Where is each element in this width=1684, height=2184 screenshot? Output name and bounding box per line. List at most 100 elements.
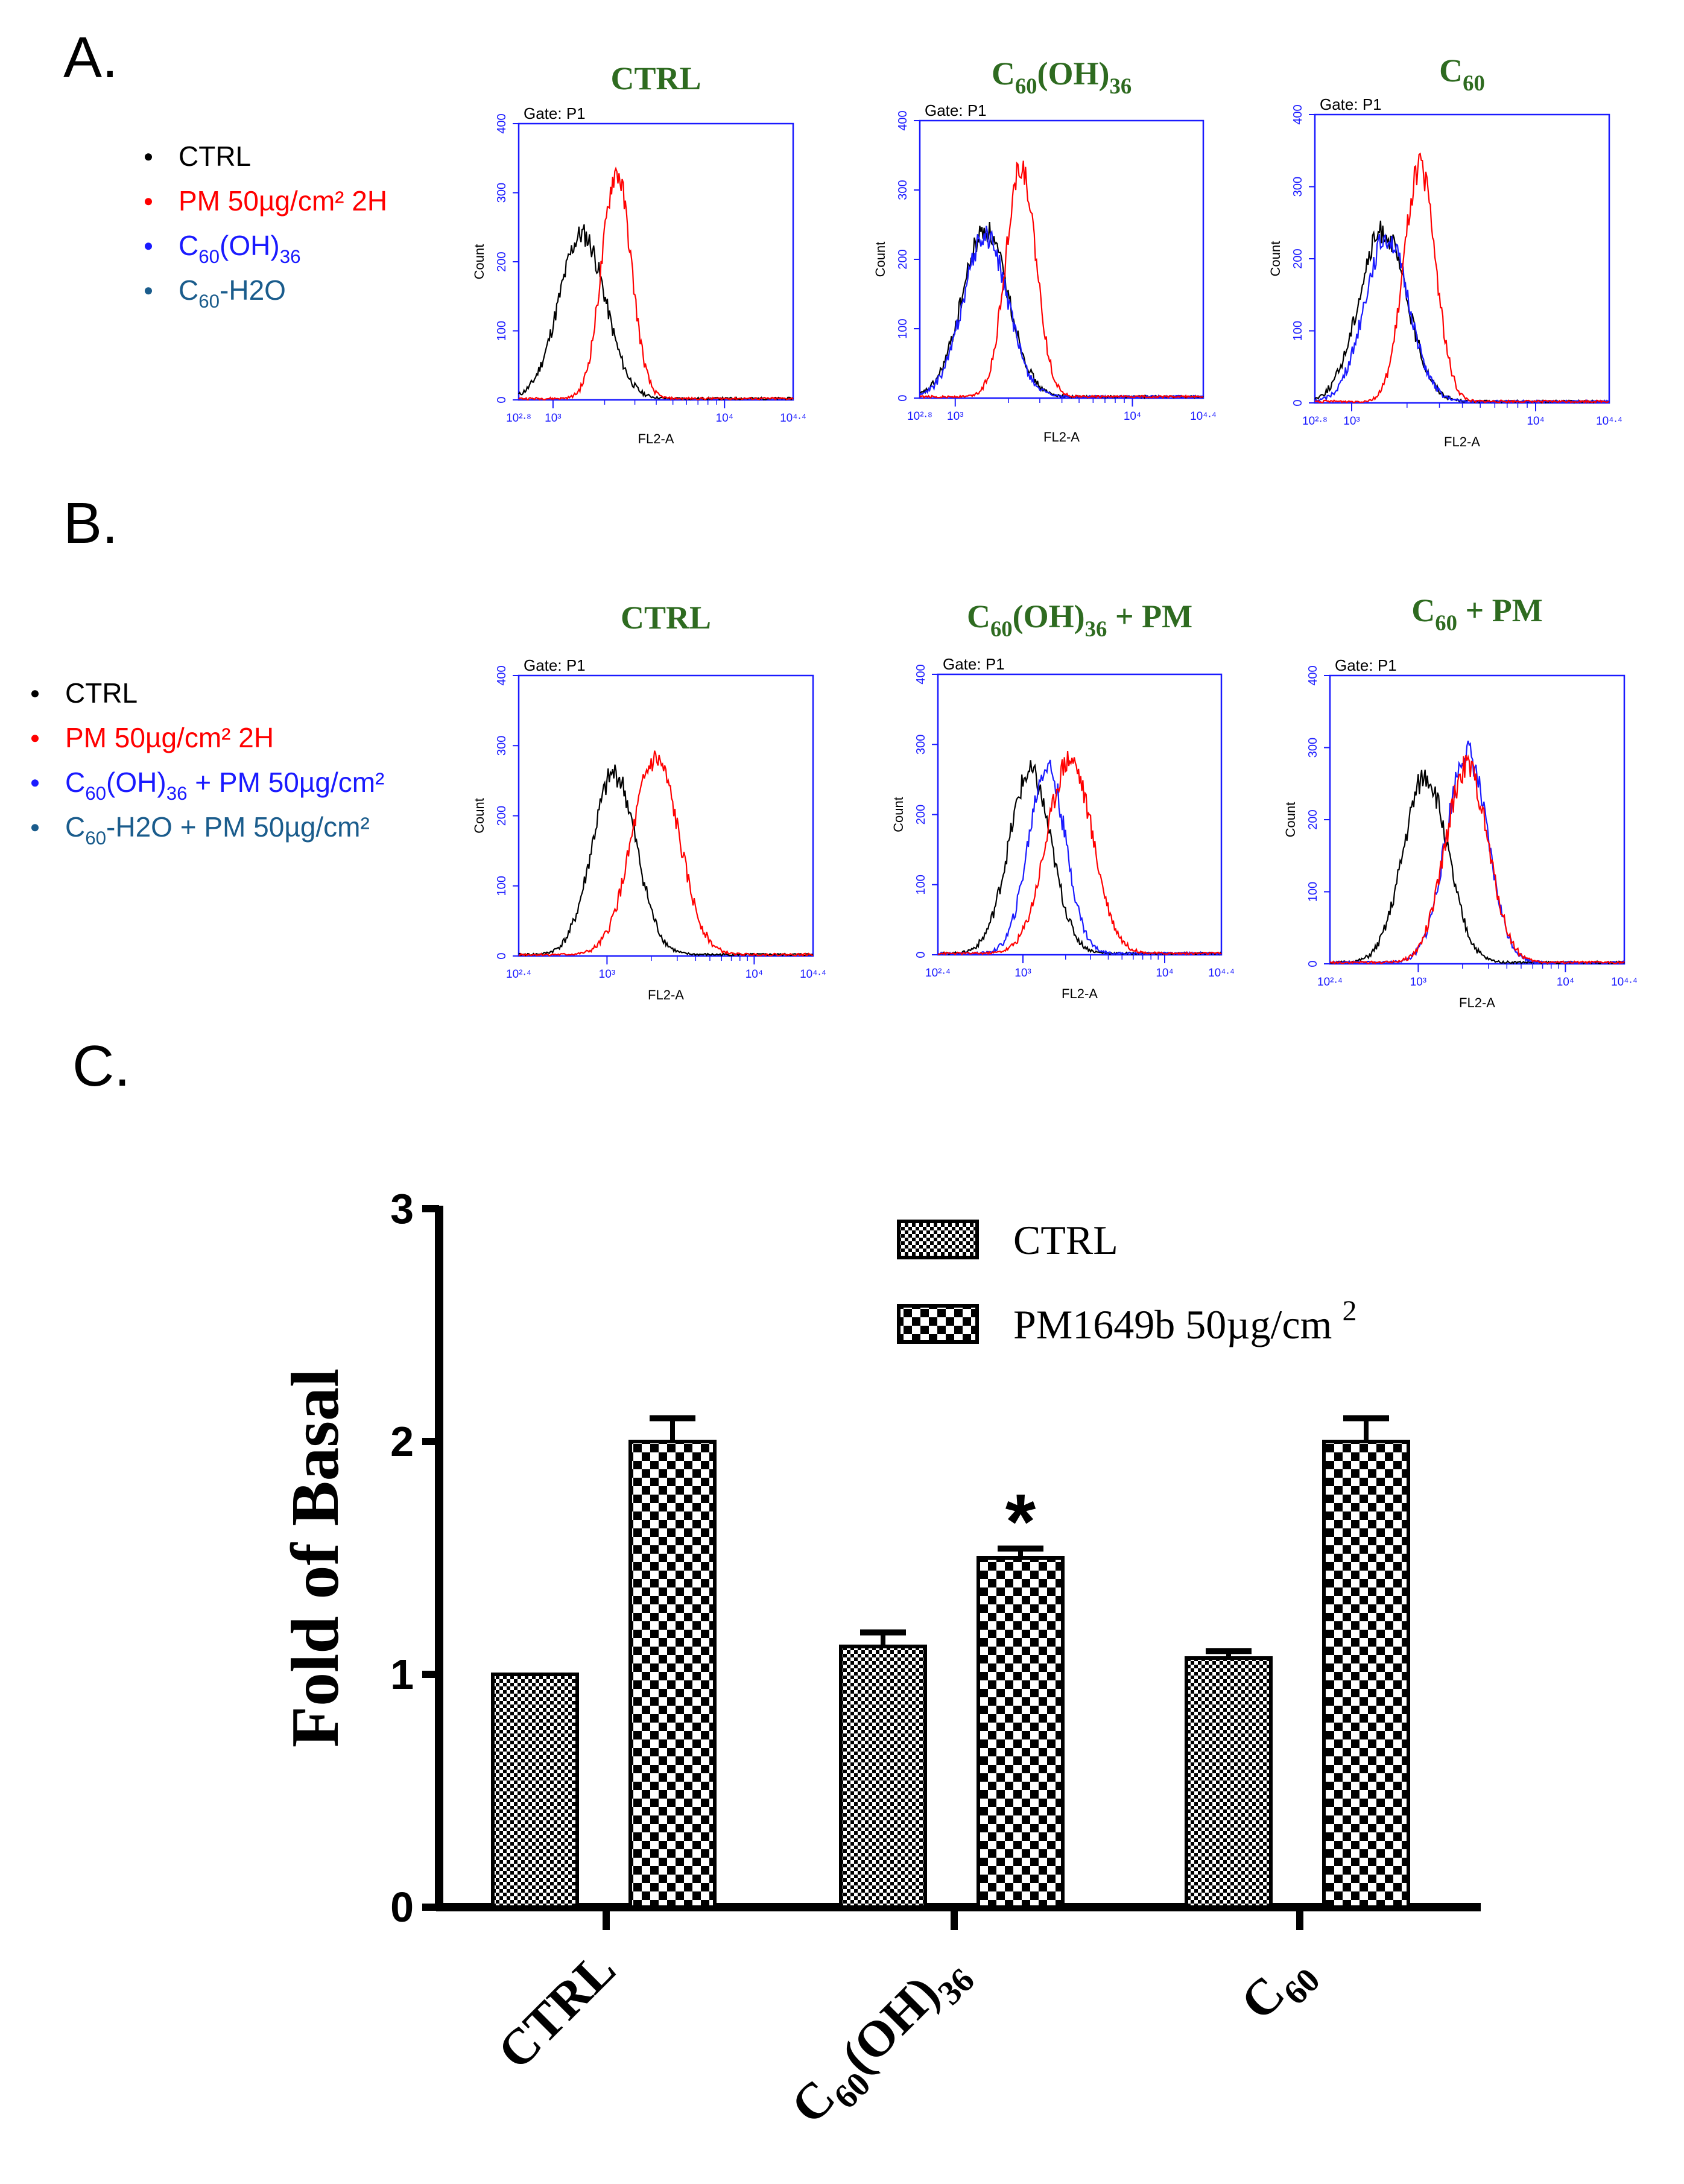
y-tick-label: 200 — [914, 805, 928, 825]
legend-label: C60​(OH)36​ + PM 50µg/cm² — [65, 767, 384, 804]
x-tick-label: 10⁴ — [1156, 967, 1173, 980]
y-tick-label: 300 — [914, 735, 928, 755]
y-axis-label: Count — [873, 242, 888, 277]
y-axis-label: Count — [472, 244, 487, 280]
x-tick-label: 10⁴ — [716, 412, 733, 425]
x-tick-label: 10³ — [1015, 967, 1031, 980]
bar-legend-entry: PM1649b 50µg/cm 2 — [897, 1295, 1356, 1347]
y-tick-label: 400 — [495, 665, 508, 685]
histogram-series-line — [937, 751, 1222, 956]
histogram-frame — [518, 122, 794, 401]
y-tick-label: 0 — [495, 396, 508, 403]
y-tick-label: 400 — [914, 664, 928, 684]
x-axis-label: FL2-A — [648, 987, 684, 1002]
bar — [977, 1556, 1065, 1909]
panel-a-letter: A. — [63, 25, 118, 90]
bar-legend-swatch — [897, 1304, 979, 1344]
significance-star: * — [1005, 1478, 1036, 1566]
x-axis-label: FL2-A — [638, 431, 674, 446]
bar-y-tick-label: 2 — [390, 1418, 414, 1465]
y-tick-label: 0 — [1291, 399, 1305, 406]
legend-bullet — [145, 287, 152, 295]
bar-category-label: CTRL — [487, 1941, 627, 2080]
fold-of-basal-bar-chart: 0 1 2 3 Fold of Basal * CTRL C60​(OH)36​ C60​ CTR… — [278, 1185, 1481, 2135]
bar-y-tick-label: 0 — [390, 1884, 414, 1931]
legend-bullet — [145, 153, 152, 161]
legend-bullet — [31, 735, 39, 742]
x-tick-label: 10³ — [1410, 976, 1426, 989]
y-tick-label: 400 — [896, 110, 910, 130]
x-tick-label: 10⁴·⁴ — [1596, 415, 1622, 428]
bar-y-axis-label: Fold of Basal — [278, 1369, 353, 1748]
histogram-series-line — [1329, 740, 1625, 965]
y-tick-label: 200 — [495, 806, 508, 826]
bar — [1322, 1440, 1410, 1909]
histogram-frame — [1329, 674, 1625, 965]
histogram-frame — [919, 119, 1204, 399]
bar — [839, 1644, 927, 1909]
histogram-plot: CTRL Gate: P1 0 100 200 300 400 Count 10²·⁴ 10³ 10… — [472, 600, 826, 1002]
y-tick-label: 200 — [1306, 809, 1320, 829]
panel-b-letter: B. — [63, 491, 118, 555]
y-tick-label: 100 — [896, 318, 910, 338]
x-axis-label: FL2-A — [1444, 434, 1480, 449]
x-tick-label: 10⁴ — [1527, 415, 1544, 428]
histogram-title: CTRL — [621, 600, 711, 636]
x-tick-label: 10³ — [545, 412, 561, 425]
histogram-series-line — [919, 226, 1204, 399]
bar — [628, 1440, 717, 1909]
bar-y-tick-label: 3 — [390, 1185, 414, 1232]
histogram-series-line — [919, 160, 1204, 399]
x-tick-label: 10⁴ — [1557, 976, 1574, 989]
legend-entry: CTRL — [31, 677, 138, 709]
bar-legend-label: PM1649b 50µg/cm 2 — [1013, 1295, 1356, 1347]
y-tick-label: 400 — [1291, 104, 1305, 124]
gate-label: Gate: P1 — [1320, 95, 1382, 113]
histogram-series-line — [938, 759, 1222, 956]
y-tick-label: 200 — [1291, 248, 1305, 268]
bar-legend-label: CTRL — [1013, 1217, 1118, 1263]
legend-label: CTRL — [179, 141, 251, 172]
histogram-series-line — [919, 222, 1204, 399]
x-tick-label: 10²·⁸ — [907, 410, 932, 423]
histogram-series-line — [1314, 233, 1610, 404]
y-axis-label: Count — [891, 797, 906, 832]
y-axis-label: Count — [1268, 241, 1283, 277]
gate-label: Gate: P1 — [943, 655, 1005, 673]
x-tick-label: 10⁴·⁴ — [800, 968, 826, 981]
histogram-series-line — [1314, 220, 1610, 404]
x-axis-label: FL2-A — [1043, 429, 1080, 445]
y-tick-label: 100 — [1306, 882, 1320, 902]
y-tick-label: 0 — [896, 394, 910, 401]
histogram-series-line — [518, 224, 794, 401]
legend-entry: C60​-H2O + PM 50µg/cm² — [31, 811, 370, 849]
bar — [1185, 1656, 1273, 1909]
histogram-title: C60​ + PM — [1411, 592, 1542, 635]
y-axis-label: Count — [1283, 802, 1298, 838]
legend-entry: C60​(OH)36​ + PM 50µg/cm² — [31, 767, 384, 804]
legend-entry: C60​-H2O — [145, 274, 286, 312]
x-tick-label: 10⁴ — [745, 968, 763, 981]
x-axis-label: FL2-A — [1459, 995, 1495, 1010]
y-tick-label: 0 — [495, 952, 508, 959]
histogram-plot: C60​ + PM Gate: P1 0 100 200 300 400 Count 10²·⁴… — [1283, 592, 1638, 1010]
bar-category-label: C60​ — [1230, 1941, 1327, 2038]
x-tick-label: 10⁴ — [1124, 410, 1141, 423]
histogram-title: C60​(OH)36​ + PM — [967, 598, 1192, 641]
gate-label: Gate: P1 — [524, 104, 586, 122]
y-tick-label: 300 — [1291, 177, 1305, 197]
legend-label: CTRL — [65, 677, 138, 709]
histogram-series-line — [518, 750, 814, 957]
x-tick-label: 10⁴·⁴ — [780, 412, 806, 425]
x-tick-label: 10³ — [599, 968, 615, 981]
panel-a-histograms: CTRL Gate: P1 0 100 200 300 400 Count 10²·⁸ 10³ 10… — [472, 52, 1622, 449]
y-tick-label: 300 — [495, 736, 508, 756]
histogram-frame — [518, 674, 814, 957]
histogram-plot: C60​ Gate: P1 0 100 200 300 400 Count 10²·⁸ 10³ 10… — [1268, 52, 1622, 449]
x-tick-label: 10²·⁸ — [1302, 415, 1328, 428]
histogram-series-line — [1314, 152, 1610, 404]
panel-a-legend: CTRL PM 50µg/cm² 2H C60​(OH)36​ C60​-H2O — [145, 141, 387, 312]
histogram-title: C60​ — [1439, 52, 1485, 95]
histogram-plot: C60​(OH)36​ + PM Gate: P1 0 100 200 300 400 Cou… — [891, 598, 1235, 1001]
